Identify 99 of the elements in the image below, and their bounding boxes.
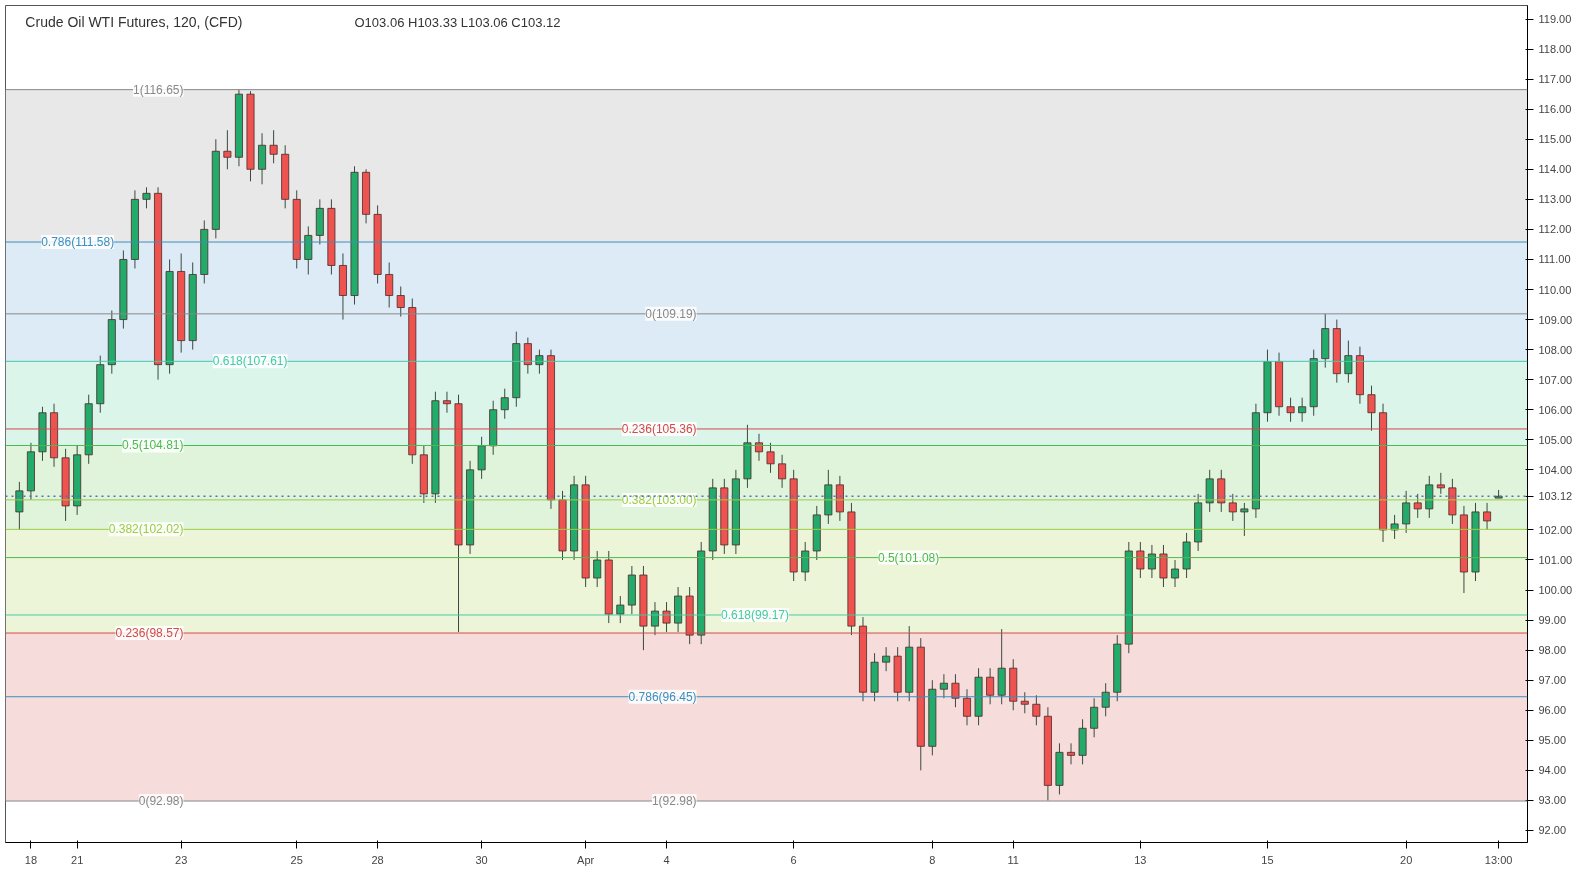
y-tick-label: 105.00 [1538,433,1573,446]
ref-line-label: 0.236(105.36) [621,421,697,436]
candlestick [500,388,509,420]
candlestick [1228,493,1237,522]
x-tick-label: 25 [290,853,303,866]
y-tick-label: 104.00 [1538,463,1573,476]
candlestick [442,391,451,414]
y-tick-label: 116.00 [1538,103,1572,116]
candlestick [1483,502,1492,531]
y-tick-label: 107.00 [1538,373,1573,386]
candlestick [1298,397,1307,423]
candlestick [986,667,995,705]
y-tick-label: 96.00 [1538,704,1567,717]
x-tick-label: Apr [577,853,595,866]
ref-line-label: 0.786(96.45) [628,689,697,704]
y-tick-label: 102.00 [1538,523,1573,536]
candlestick [15,481,24,531]
y-tick-label: 106.00 [1538,403,1573,416]
ref-line-label: 103.12 [1538,490,1573,503]
candlestick [801,541,810,582]
y-tick-label: 115.00 [1538,133,1572,146]
candlestick [778,454,787,489]
y-tick-label: 94.00 [1538,764,1567,777]
y-tick-label: 109.00 [1538,313,1573,326]
ref-line-label: 0.236(98.57) [115,626,184,641]
text: O103.06 H103.33 L103.06 C103.12 [354,14,561,30]
candlestick [535,349,544,375]
y-tick-label: 95.00 [1538,734,1567,747]
ref-line-label: 0.5(101.08) [877,550,940,565]
y-tick-label: 98.00 [1538,644,1567,657]
y-tick-label: 113.00 [1538,193,1572,206]
x-tick-label: 21 [71,853,84,866]
candlestick [1390,514,1399,540]
candlestick [1344,340,1353,384]
candlestick [651,601,659,636]
ref-line-label: 1(116.65) [132,82,184,97]
candlestick [1240,502,1249,537]
candlestick [1436,472,1445,495]
candlestick [1020,691,1029,714]
candlestick [269,129,278,164]
y-tick-label: 99.00 [1538,614,1567,627]
ref-line-label: 0.382(103.00) [621,492,697,507]
y-tick-label: 101.00 [1538,553,1573,566]
candlestick [1090,697,1099,738]
candlestick [1067,742,1075,765]
y-tick-label: 119.00 [1538,13,1572,26]
candlestick [1402,490,1411,534]
candlestick [1101,682,1110,717]
candlestick [1413,493,1422,519]
x-tick-label: 13 [1134,853,1147,866]
candlestick [1147,544,1156,579]
x-tick-label: 30 [475,853,488,866]
ref-line-label: 0.382(102.02) [108,522,184,537]
candlestick [593,550,602,588]
y-tick-label: 117.00 [1538,73,1572,86]
x-tick-label: 8 [929,853,936,866]
y-tick-label: 97.00 [1538,674,1567,687]
annotation: 1(92.98) [651,794,697,809]
y-tick-label: 108.00 [1538,343,1573,356]
candlestick [1171,559,1180,588]
x-tick-label: 28 [371,853,384,866]
x-tick-label: 11 [1007,853,1019,866]
x-tick-label: 23 [175,853,188,866]
x-tick-label: 18 [24,853,38,866]
y-tick-label: 111.00 [1538,253,1571,266]
candlestick [1286,397,1295,423]
candlestick [951,673,960,708]
candlestick [1032,694,1041,726]
y-tick-label: 93.00 [1538,794,1567,807]
ref-line-label: 0.618(107.61) [212,354,288,369]
x-tick-label: 13:00 [1484,853,1513,866]
x-tick-label: 6 [790,853,797,866]
candlestick [142,186,151,209]
y-tick-label: 100.00 [1538,584,1573,597]
candlestick [1367,385,1376,432]
candlestick [882,646,891,672]
candlestick [939,673,948,699]
ref-line-label: 0.618(99.17) [720,607,790,622]
ref-line-label: 0(92.98) [138,794,184,809]
candlestick [385,261,394,309]
y-tick-label: 92.00 [1538,824,1567,837]
candlestick [1136,541,1145,579]
x-tick-label: 4 [663,853,670,866]
y-tick-label: 114.00 [1538,163,1572,176]
candlestick [616,595,625,624]
x-tick-label: 15 [1261,853,1274,866]
text: Crude Oil WTI Futures, 120, (CFD) [25,13,243,30]
candlestick [766,442,775,474]
ref-line-label: 0.786(111.58) [41,235,115,250]
candlestick [223,129,232,170]
candlestick [963,688,971,726]
x-tick-label: 20 [1400,853,1413,866]
ref-line-label: 0.5(104.81) [122,438,184,453]
candlestick [523,337,532,375]
y-tick-label: 110.00 [1538,283,1572,296]
candlestick [396,286,405,318]
ref-line-label: 0(109.19) [645,306,697,321]
y-tick-label: 112.00 [1538,223,1572,236]
y-tick-label: 118.00 [1538,43,1572,56]
